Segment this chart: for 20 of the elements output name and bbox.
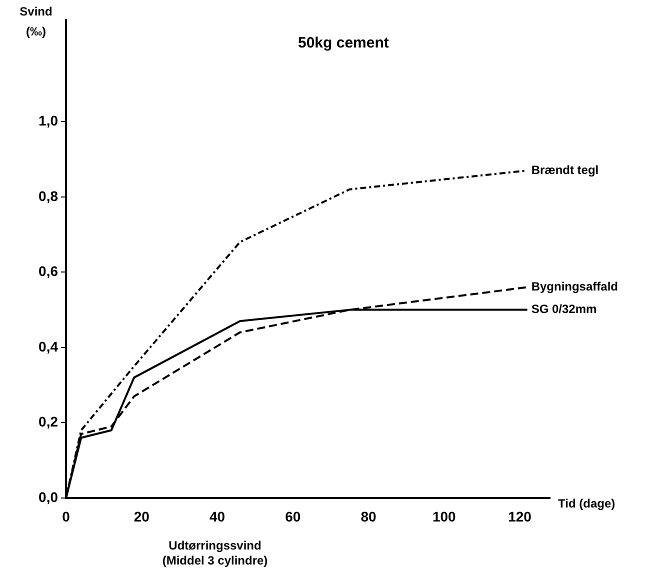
x-tick-label: 60 <box>285 508 301 524</box>
x-tick-label: 120 <box>508 508 532 524</box>
y-axis-title: Svind (‰) <box>20 4 52 38</box>
series-label: Bygningsaffald <box>531 280 618 294</box>
text: Udtørringssvind (Middel 3 cylindre) <box>162 538 268 568</box>
y-tick-label: 0,4 <box>38 338 58 354</box>
x-tick-label: 100 <box>432 508 456 524</box>
y-tick-label: 0,0 <box>38 488 58 505</box>
x-tick-label: 0 <box>62 508 70 524</box>
y-tick-label: 0,6 <box>38 263 58 280</box>
x-axis-title: Tid (dage) <box>558 496 616 510</box>
x-tick-label: 20 <box>134 508 150 524</box>
series-label: SG 0/32mm <box>531 302 597 316</box>
x-tick-label: 80 <box>360 508 376 524</box>
y-tick-label: 0,8 <box>38 188 58 204</box>
series-label: Brændt tegl <box>531 162 599 177</box>
y-tick-label: 1,0 <box>38 112 58 128</box>
text: 50kg cement <box>298 34 389 52</box>
y-tick-label: 0,2 <box>38 414 58 430</box>
x-tick-label: 40 <box>209 508 226 524</box>
